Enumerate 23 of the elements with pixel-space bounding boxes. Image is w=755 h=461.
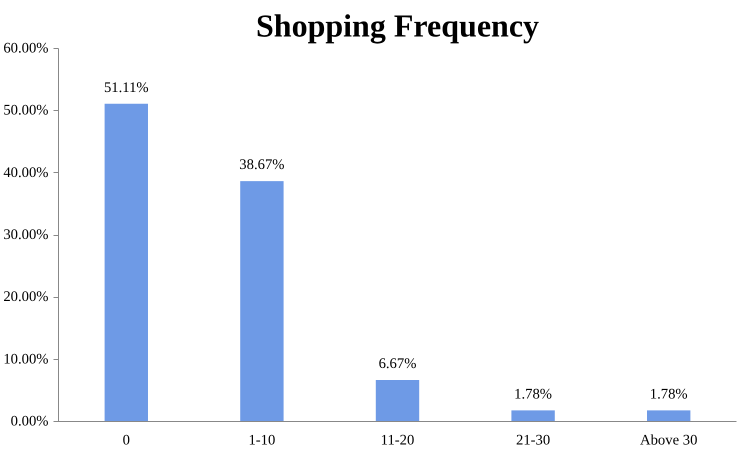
x-tick-label: 11-20 xyxy=(380,432,414,448)
x-tick-label: 0 xyxy=(122,432,130,448)
data-label: 51.11% xyxy=(104,80,149,96)
x-tick-label: Above 30 xyxy=(640,432,698,448)
y-tick-label: 30.00% xyxy=(3,227,48,243)
bar xyxy=(104,104,148,422)
data-label: 6.67% xyxy=(378,356,416,372)
bar xyxy=(647,410,690,422)
bar xyxy=(376,380,420,422)
y-tick-label: 50.00% xyxy=(3,102,48,119)
y-tick-label: 0.00% xyxy=(10,414,48,430)
y-tick-label: 20.00% xyxy=(3,289,48,306)
x-tick-label: 1-10 xyxy=(248,432,276,448)
chart-title: Shopping Frequency xyxy=(256,8,540,44)
bar xyxy=(511,410,555,422)
data-label: 1.78% xyxy=(650,386,688,402)
y-tick-label: 60.00% xyxy=(3,40,48,56)
data-label: 38.67% xyxy=(239,157,284,174)
x-tick-label: 21-30 xyxy=(516,432,550,448)
y-tick-label: 10.00% xyxy=(3,351,48,368)
y-tick-label: 40.00% xyxy=(3,164,48,181)
bar xyxy=(240,181,284,422)
data-label: 1.78% xyxy=(514,386,552,402)
